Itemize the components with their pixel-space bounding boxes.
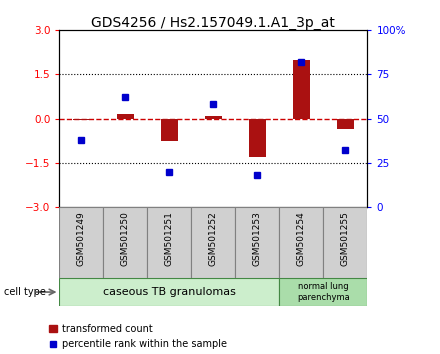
- Bar: [147, 207, 191, 278]
- Text: GSM501254: GSM501254: [297, 211, 306, 266]
- Bar: [161, 119, 178, 141]
- Text: GSM501249: GSM501249: [77, 211, 86, 266]
- Legend: transformed count, percentile rank within the sample: transformed count, percentile rank withi…: [49, 324, 227, 349]
- Bar: [117, 114, 134, 119]
- Bar: [249, 119, 266, 157]
- Text: GSM501250: GSM501250: [121, 211, 130, 266]
- Bar: [323, 207, 367, 278]
- Text: GSM501255: GSM501255: [341, 211, 350, 266]
- Text: GSM501252: GSM501252: [209, 211, 218, 266]
- Bar: [59, 207, 103, 278]
- Bar: [279, 278, 367, 306]
- Text: normal lung
parenchyma: normal lung parenchyma: [297, 282, 350, 302]
- Bar: [59, 278, 279, 306]
- Text: caseous TB granulomas: caseous TB granulomas: [103, 287, 236, 297]
- Bar: [191, 207, 235, 278]
- Bar: [73, 119, 90, 120]
- Bar: [235, 207, 279, 278]
- Bar: [293, 59, 310, 119]
- Bar: [205, 116, 222, 119]
- Text: cell type: cell type: [4, 287, 46, 297]
- Text: GDS4256 / Hs2.157049.1.A1_3p_at: GDS4256 / Hs2.157049.1.A1_3p_at: [92, 16, 335, 30]
- Bar: [337, 119, 354, 129]
- Text: GSM501253: GSM501253: [253, 211, 262, 266]
- Bar: [103, 207, 147, 278]
- Bar: [279, 207, 323, 278]
- Text: GSM501251: GSM501251: [165, 211, 174, 266]
